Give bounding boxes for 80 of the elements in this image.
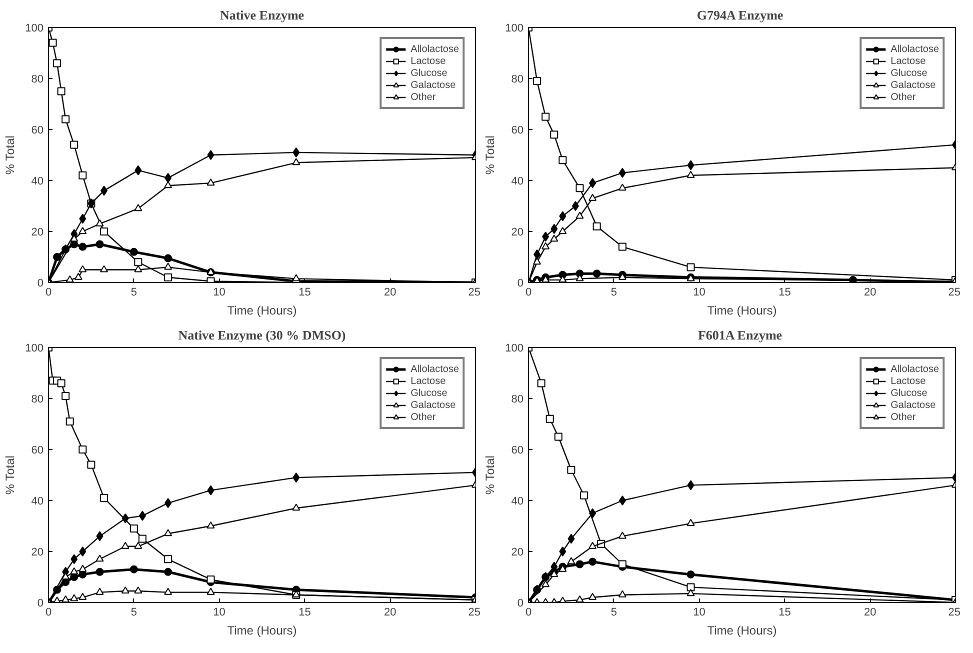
x-tick-label: 25 — [948, 606, 961, 618]
x-tick-label: 25 — [948, 286, 961, 298]
y-tick-label: 0 — [37, 278, 44, 290]
legend-label: Galactose — [410, 79, 456, 91]
y-tick-label: 60 — [511, 124, 524, 136]
legend-label: Galactose — [890, 399, 936, 411]
x-axis-title: Time (Hours) — [707, 304, 777, 318]
y-tick-label: 20 — [511, 226, 524, 238]
y-tick-label: 40 — [511, 176, 524, 188]
legend-label: Other — [410, 91, 436, 103]
y-tick-label: 80 — [31, 394, 44, 406]
x-tick-label: 20 — [864, 286, 876, 298]
y-axis-title: % Total — [3, 456, 18, 495]
legend-label: Allolactose — [410, 363, 459, 375]
chart-title: Native Enzyme — [220, 8, 304, 22]
y-tick-label: 0 — [517, 278, 524, 290]
y-tick-label: 80 — [31, 74, 44, 86]
x-tick-label: 0 — [45, 286, 52, 298]
legend-label: Lactose — [890, 375, 926, 387]
y-tick-label: 60 — [31, 124, 44, 136]
x-tick-label: 10 — [693, 286, 706, 298]
y-axis-title: % Total — [3, 136, 18, 175]
legend-label: Lactose — [410, 55, 446, 67]
chart-title: G794A Enzyme — [696, 8, 784, 22]
x-tick-label: 25 — [468, 286, 481, 298]
x-tick-label: 20 — [384, 606, 396, 618]
legend-label: Glucose — [410, 387, 448, 399]
x-tick-label: 15 — [778, 606, 791, 618]
x-axis-title: Time (Hours) — [707, 624, 777, 638]
x-tick-label: 0 — [525, 286, 532, 298]
y-tick-label: 60 — [511, 444, 524, 456]
x-tick-label: 10 — [213, 606, 226, 618]
x-tick-label: 25 — [468, 606, 481, 618]
y-tick-label: 80 — [511, 394, 524, 406]
x-tick-label: 5 — [130, 286, 137, 298]
x-tick-label: 10 — [213, 286, 226, 298]
legend-label: Galactose — [890, 79, 936, 91]
y-tick-label: 20 — [31, 546, 44, 558]
legend-label: Other — [890, 91, 916, 103]
y-tick-label: 0 — [517, 598, 524, 610]
legend-label: Lactose — [890, 55, 926, 67]
x-tick-label: 5 — [130, 606, 137, 618]
legend-label: Glucose — [890, 387, 928, 399]
legend-label: Glucose — [410, 67, 448, 79]
x-tick-label: 20 — [384, 286, 396, 298]
y-axis-title: % Total — [483, 456, 498, 495]
y-tick-label: 40 — [511, 496, 524, 508]
legend-label: Other — [890, 411, 916, 423]
x-tick-label: 15 — [298, 286, 311, 298]
x-tick-label: 5 — [610, 606, 617, 618]
y-tick-label: 80 — [511, 74, 524, 86]
legend-label: Allolactose — [890, 363, 939, 375]
y-tick-label: 40 — [31, 176, 44, 188]
x-axis-title: Time (Hours) — [227, 624, 297, 638]
legend-label: Galactose — [410, 399, 456, 411]
y-tick-label: 100 — [25, 342, 44, 354]
y-tick-label: 40 — [31, 496, 44, 508]
legend-label: Other — [410, 411, 436, 423]
x-tick-label: 20 — [864, 606, 876, 618]
y-tick-label: 60 — [31, 444, 44, 456]
legend-label: Allolactose — [890, 43, 939, 55]
y-tick-label: 100 — [505, 22, 524, 34]
x-tick-label: 10 — [693, 606, 706, 618]
chart-title: F601A Enzyme — [698, 328, 782, 342]
y-tick-label: 20 — [511, 546, 524, 558]
x-tick-label: 0 — [45, 606, 52, 618]
y-tick-label: 0 — [37, 598, 44, 610]
x-tick-label: 15 — [298, 606, 311, 618]
y-tick-label: 20 — [31, 226, 44, 238]
y-tick-label: 100 — [25, 22, 44, 34]
y-axis-title: % Total — [483, 136, 498, 175]
legend-label: Lactose — [410, 375, 446, 387]
x-axis-title: Time (Hours) — [227, 304, 297, 318]
legend-label: Glucose — [890, 67, 928, 79]
x-tick-label: 5 — [610, 286, 617, 298]
x-tick-label: 0 — [525, 606, 532, 618]
legend-label: Allolactose — [410, 43, 459, 55]
chart-title: Native Enzyme (30 % DMSO) — [178, 328, 346, 342]
y-tick-label: 100 — [505, 342, 524, 354]
x-tick-label: 15 — [778, 286, 791, 298]
